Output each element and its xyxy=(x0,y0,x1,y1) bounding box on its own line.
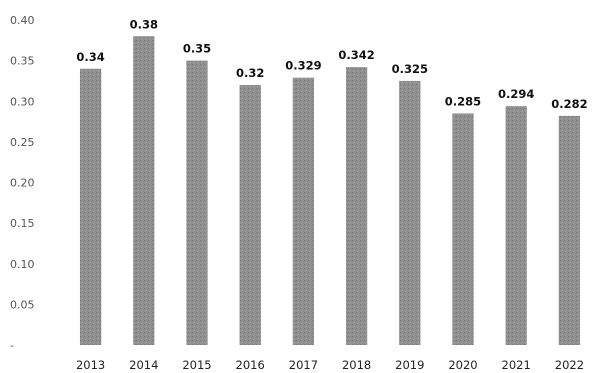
y-tick-label: 0.05 xyxy=(10,298,35,311)
x-tick-label-2013: 2013 xyxy=(76,358,105,372)
y-axis: - 0.05 0.10 0.15 0.20 0.25 0.30 0.35 0.40 xyxy=(10,14,35,352)
data-labels-group: 0.34 0.38 0.35 0.32 0.329 0.342 0.325 0.285 0.29… xyxy=(76,17,587,111)
bars-group xyxy=(79,36,581,345)
bar-2016 xyxy=(239,85,261,345)
bar-2020 xyxy=(452,113,474,345)
x-tick-label-2020: 2020 xyxy=(448,358,477,372)
x-tick-label-2017: 2017 xyxy=(289,358,318,372)
y-tick-label: 0.10 xyxy=(10,258,35,271)
data-label-2022: 0.282 xyxy=(551,97,587,111)
data-label-2018: 0.342 xyxy=(338,48,374,62)
x-tick-label-2015: 2015 xyxy=(182,358,211,372)
bar-2022 xyxy=(558,115,581,345)
data-label-2020: 0.285 xyxy=(445,94,481,108)
bar-2018 xyxy=(345,67,368,345)
bar-2015 xyxy=(186,60,208,345)
x-tick-label-2022: 2022 xyxy=(555,358,584,372)
x-tick-label-2019: 2019 xyxy=(395,358,424,372)
x-tick-label-2016: 2016 xyxy=(236,358,265,372)
data-label-2017: 0.329 xyxy=(285,59,321,73)
bar-2014 xyxy=(133,36,155,345)
bar-2019 xyxy=(399,80,421,345)
data-label-2019: 0.325 xyxy=(392,62,428,76)
y-tick-label: 0.35 xyxy=(10,55,35,68)
x-axis: 2013 2014 2015 2016 2017 2018 2019 2020 2021 2022 xyxy=(76,358,584,372)
data-label-2021: 0.294 xyxy=(498,87,534,101)
data-label-2016: 0.32 xyxy=(236,66,264,80)
y-tick-label: 0.20 xyxy=(10,177,35,190)
y-tick-label: - xyxy=(10,339,14,352)
x-tick-label-2018: 2018 xyxy=(342,358,371,372)
data-label-2013: 0.34 xyxy=(76,50,104,64)
x-tick-label-2014: 2014 xyxy=(129,358,158,372)
data-label-2014: 0.38 xyxy=(130,17,158,31)
y-tick-label: 0.15 xyxy=(10,217,35,230)
bar-2017 xyxy=(292,77,315,345)
bar-2013 xyxy=(79,68,102,345)
y-tick-label: 0.40 xyxy=(10,14,35,27)
y-tick-label: 0.30 xyxy=(10,95,35,108)
data-label-2015: 0.35 xyxy=(183,42,211,56)
bar-2021 xyxy=(505,106,527,345)
y-tick-label: 0.25 xyxy=(10,136,35,149)
x-tick-label-2021: 2021 xyxy=(502,358,531,372)
